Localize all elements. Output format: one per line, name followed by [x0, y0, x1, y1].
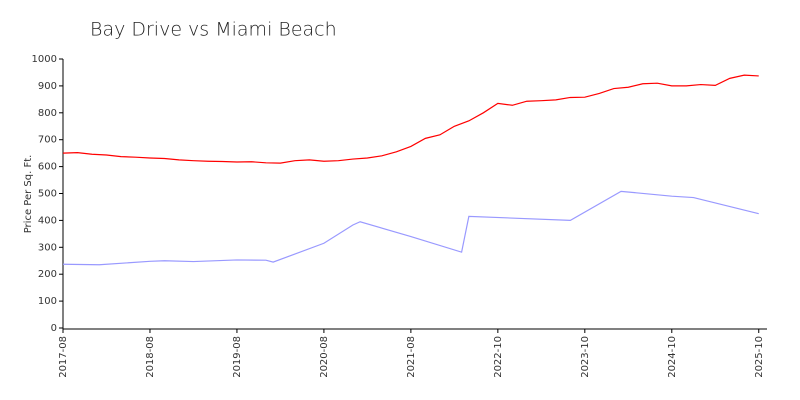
y-tick-label: 1000 — [32, 54, 57, 65]
series-line — [62, 74, 759, 164]
x-tick-label: 2021-08 — [406, 336, 417, 378]
y-tick-label: 100 — [38, 296, 57, 307]
y-tick-label: 200 — [38, 269, 57, 280]
x-tick-label: 2017-08 — [58, 336, 69, 378]
y-tick-label: 400 — [38, 215, 57, 226]
x-tick-label: 2020-08 — [319, 336, 330, 378]
y-axis-title: Price Per Sq. Ft. — [23, 155, 34, 234]
y-tick-label: 800 — [38, 108, 57, 119]
y-tick-label: 500 — [38, 189, 57, 200]
chart-title: Bay Drive vs Miami Beach — [90, 19, 337, 41]
x-tick-label: 2018-08 — [145, 336, 156, 378]
x-tick-label: 2022-10 — [493, 336, 504, 378]
x-tick-label: 2019-08 — [232, 336, 243, 378]
x-tick-label: 2023-10 — [580, 336, 591, 378]
y-tick-label: 600 — [38, 162, 57, 173]
series-line — [62, 190, 759, 266]
x-tick-label: 2025-10 — [754, 336, 765, 378]
x-tick-label: 2024-10 — [667, 336, 678, 378]
y-tick-label: 700 — [38, 135, 57, 146]
y-tick-label: 300 — [38, 242, 57, 253]
y-tick-label: 900 — [38, 81, 57, 92]
y-tick-label: 0 — [51, 323, 57, 334]
